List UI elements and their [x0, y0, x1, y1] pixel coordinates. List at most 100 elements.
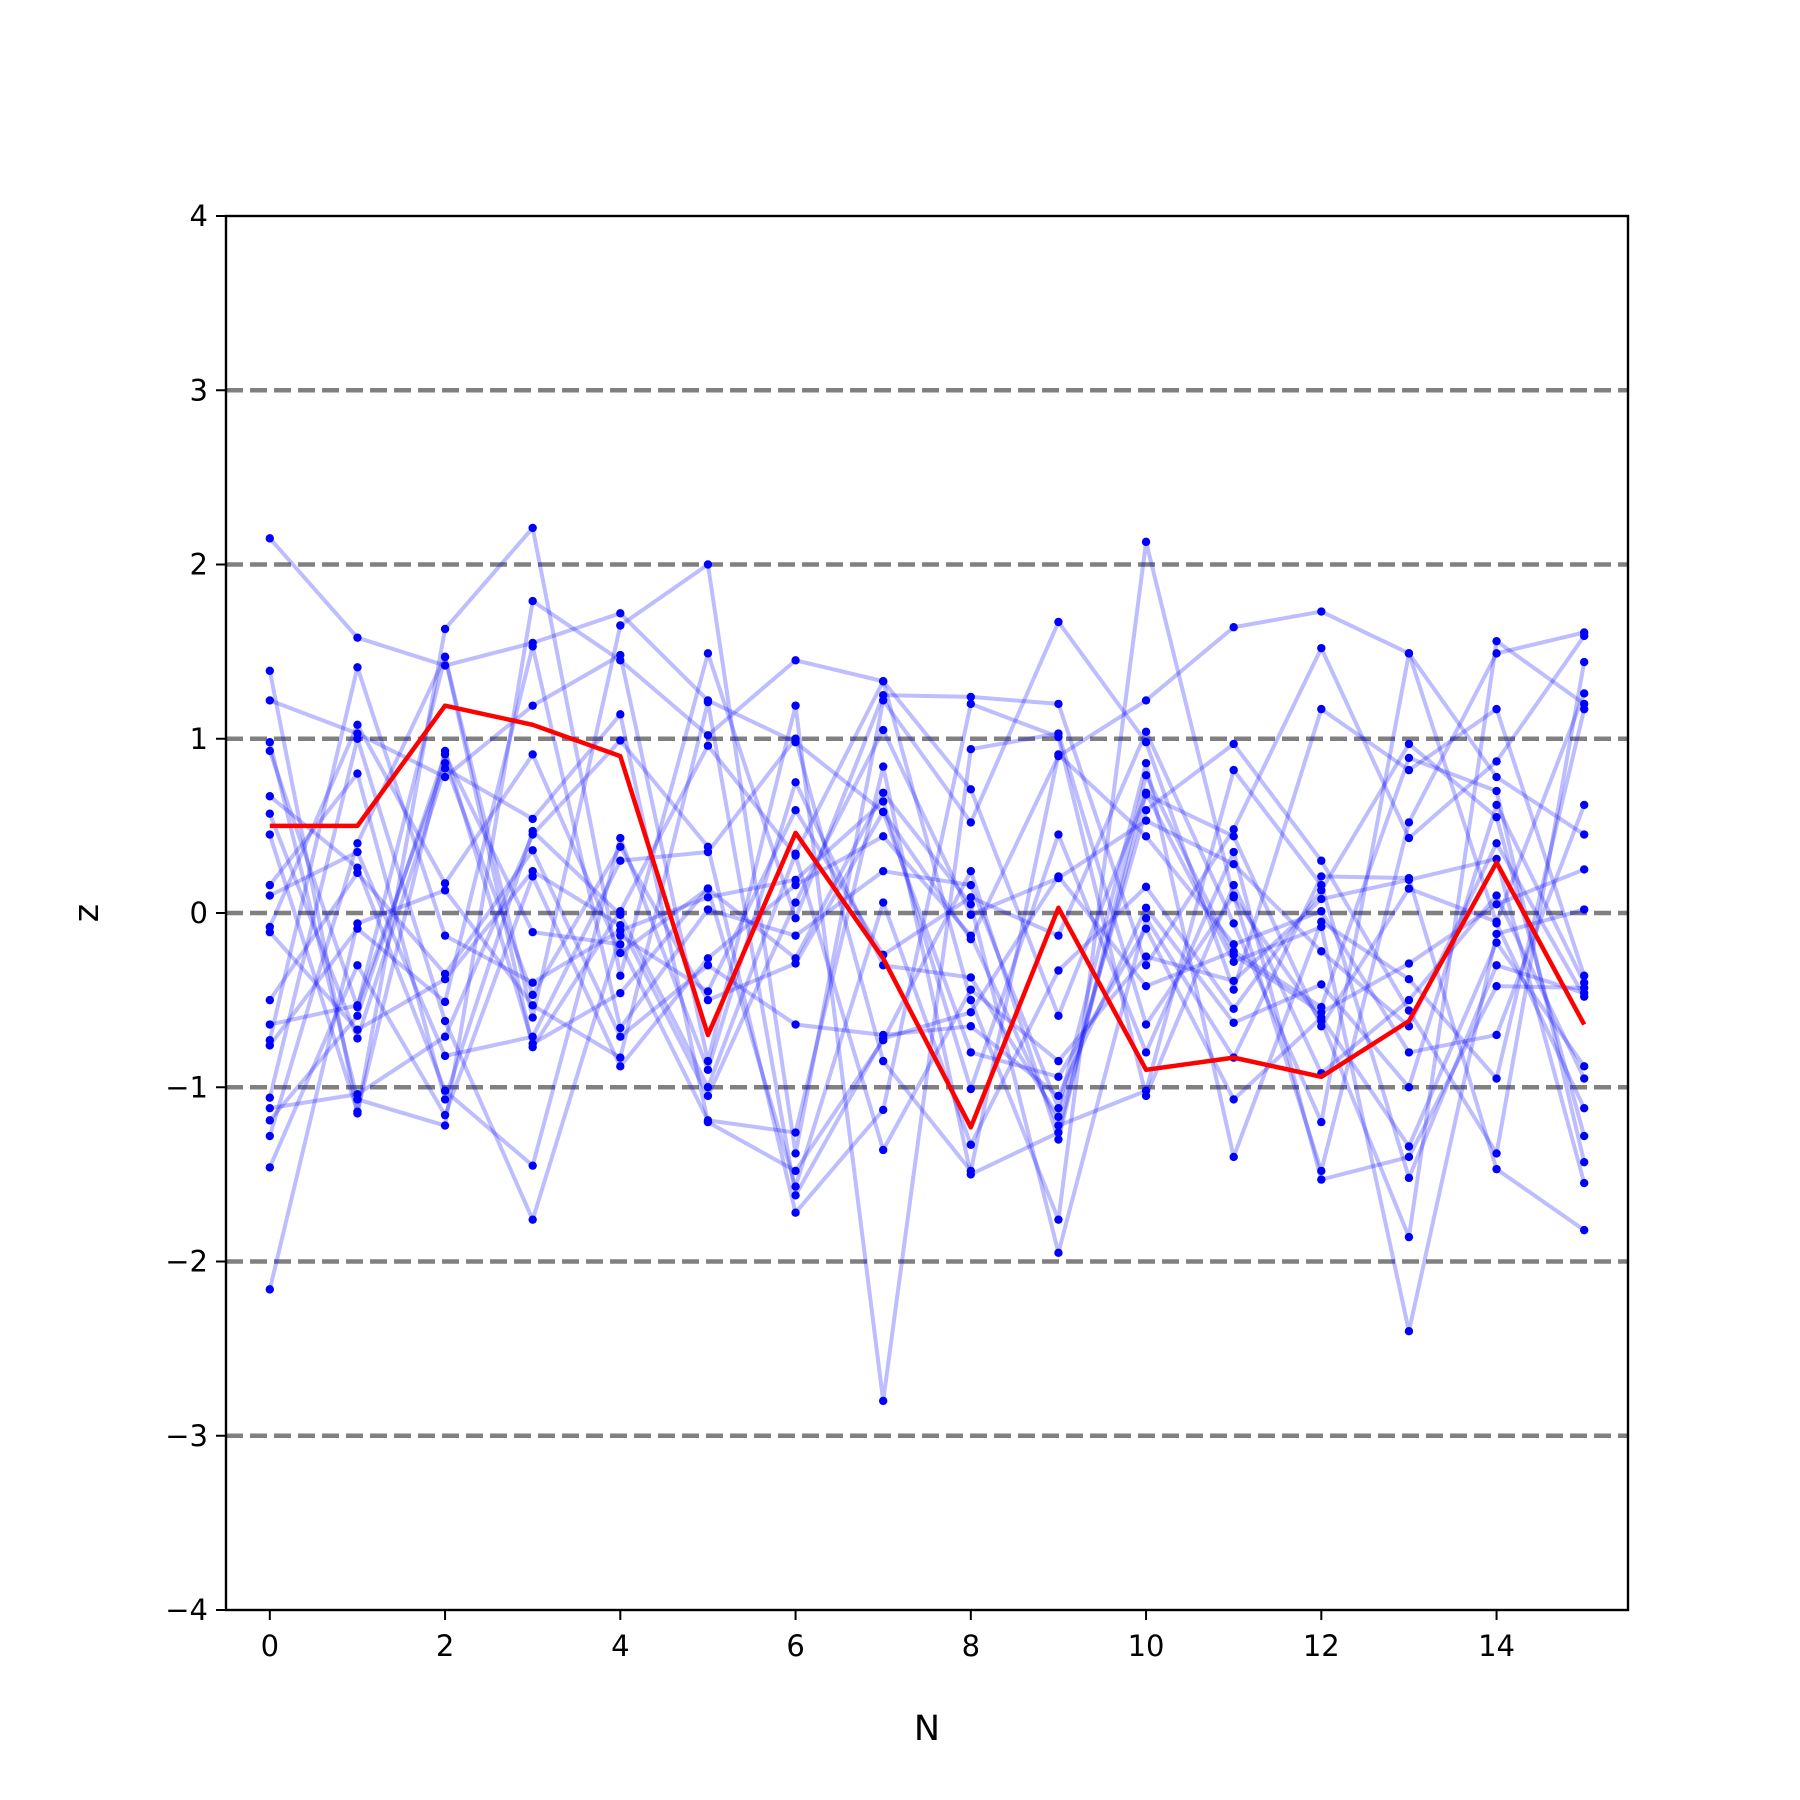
sample-point	[878, 762, 888, 771]
sample-point	[616, 1062, 625, 1071]
sample-point	[791, 1182, 800, 1191]
sample-point	[966, 692, 976, 702]
sample-point	[1054, 1135, 1063, 1144]
sample-point	[966, 699, 976, 709]
sample-point	[966, 1022, 976, 1031]
sample-point	[1492, 1030, 1501, 1040]
sample-point	[1404, 1327, 1414, 1336]
sample-point	[616, 842, 625, 851]
sample-point	[791, 851, 800, 860]
sample-point	[528, 596, 537, 606]
sample-series-line	[267, 654, 1587, 1184]
sample-series-line	[267, 651, 1586, 1222]
sample-point	[966, 880, 976, 890]
sample-point	[703, 1091, 713, 1101]
sample-point	[1229, 919, 1238, 928]
sample-point	[1317, 880, 1326, 890]
sample-point	[616, 907, 625, 916]
sample-point	[1141, 1086, 1151, 1095]
sample-point	[703, 905, 713, 914]
sample-point	[440, 1095, 450, 1104]
y-tick-label: 2	[190, 548, 208, 582]
sample-point	[1054, 750, 1063, 759]
sample-point	[265, 891, 275, 900]
sample-point	[1229, 976, 1238, 986]
sample-point	[528, 642, 537, 651]
sample-point	[1404, 833, 1414, 843]
sample-point	[1141, 914, 1151, 923]
sample-point	[1492, 891, 1501, 900]
sample-point	[1492, 786, 1501, 796]
sample-point	[1492, 854, 1501, 864]
sample-point	[1404, 649, 1414, 658]
sample-point	[791, 701, 800, 710]
sample-point	[1579, 1225, 1589, 1235]
sample-point	[791, 1166, 800, 1176]
sample-point	[440, 1032, 450, 1041]
sample-point	[353, 1001, 362, 1010]
y-tick-label: 3	[190, 373, 208, 407]
sample-series-line	[268, 736, 1587, 1173]
sample-point	[1317, 1175, 1326, 1184]
sample-point	[528, 978, 537, 987]
sample-point	[528, 523, 537, 533]
sample-point	[265, 1020, 275, 1029]
sample-point	[1141, 788, 1151, 797]
sample-point	[1141, 961, 1151, 970]
sample-point	[1229, 847, 1238, 857]
sample-point	[1317, 894, 1326, 904]
sample-point	[1579, 1062, 1589, 1071]
sample-series-line	[267, 539, 1586, 1240]
sample-point	[265, 927, 275, 937]
sample-point	[791, 656, 800, 665]
sample-point	[1317, 872, 1326, 881]
sample-point	[440, 758, 450, 768]
sample-point	[1404, 995, 1414, 1005]
sample-point	[1404, 1083, 1414, 1092]
sample-point	[440, 1086, 450, 1095]
sample-point	[703, 995, 713, 1005]
sample-point	[265, 1041, 275, 1050]
sample-point	[1404, 959, 1414, 968]
sample-point	[966, 866, 976, 876]
sample-point	[1404, 818, 1414, 827]
sample-point	[1404, 1152, 1414, 1162]
sample-point	[1054, 732, 1063, 742]
sample-point	[528, 1215, 537, 1224]
sample-point	[1317, 907, 1326, 916]
sample-point	[1229, 1018, 1238, 1027]
sample-point	[966, 931, 976, 940]
sample-point	[791, 880, 800, 890]
sample-point	[528, 1042, 537, 1052]
sample-point	[966, 1084, 976, 1094]
sample-point	[528, 927, 537, 937]
sample-point	[791, 914, 800, 923]
sample-point	[1054, 1091, 1063, 1101]
sample-point	[528, 1161, 537, 1170]
sample-point	[616, 609, 625, 618]
sample-point	[265, 995, 275, 1005]
sample-point	[265, 666, 275, 675]
sample-point	[1229, 832, 1238, 841]
sample-point	[1579, 905, 1589, 914]
sample-point	[1317, 922, 1326, 932]
sample-point	[265, 534, 275, 543]
sample-point	[1492, 812, 1501, 822]
sample-point	[1579, 704, 1589, 714]
sample-point	[1141, 981, 1151, 991]
sample-point	[440, 624, 450, 634]
sample-point	[265, 809, 275, 818]
sample-point	[1404, 884, 1414, 893]
sample-point	[616, 988, 625, 998]
sample-point	[703, 884, 713, 893]
y-tick-label: 0	[190, 896, 208, 930]
sample-point	[1317, 643, 1326, 653]
sample-point	[1579, 865, 1589, 874]
sample-point	[353, 663, 362, 672]
y-tick-label: −4	[165, 1593, 208, 1627]
sample-series-line	[267, 525, 1586, 1116]
x-tick-label: 10	[1128, 1629, 1165, 1663]
sample-point	[878, 898, 888, 907]
sample-point	[440, 997, 450, 1007]
y-tick-label: 4	[190, 199, 208, 233]
